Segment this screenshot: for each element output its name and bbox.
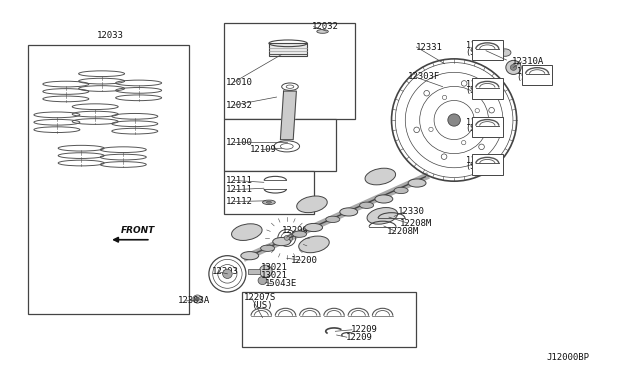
Ellipse shape	[284, 235, 289, 240]
Ellipse shape	[326, 216, 340, 222]
Text: 12200: 12200	[291, 256, 318, 264]
Ellipse shape	[475, 109, 479, 113]
Ellipse shape	[273, 237, 291, 246]
Bar	[224, 119, 336, 171]
Text: 12299: 12299	[282, 226, 308, 235]
Ellipse shape	[506, 60, 521, 74]
Ellipse shape	[461, 81, 467, 86]
Ellipse shape	[241, 251, 259, 260]
Text: 12208M: 12208M	[400, 219, 432, 228]
Ellipse shape	[499, 49, 511, 56]
Ellipse shape	[510, 64, 516, 70]
Text: FRONT: FRONT	[121, 226, 156, 235]
Polygon shape	[280, 91, 296, 140]
Text: 15043E: 15043E	[264, 279, 297, 288]
Text: (STD): (STD)	[516, 73, 541, 82]
Bar	[522, 65, 552, 85]
Ellipse shape	[375, 195, 393, 203]
Text: (STD): (STD)	[466, 124, 491, 134]
Text: 12100: 12100	[225, 138, 252, 147]
Ellipse shape	[442, 95, 447, 100]
Text: 12330: 12330	[398, 208, 425, 217]
Text: 12331: 12331	[416, 42, 443, 51]
Text: 12310A: 12310A	[511, 57, 544, 66]
Ellipse shape	[479, 144, 484, 150]
Text: 12032: 12032	[312, 22, 339, 31]
Text: 12010: 12010	[225, 78, 252, 87]
Ellipse shape	[340, 208, 358, 216]
Text: 12207: 12207	[466, 80, 491, 89]
Text: 12111: 12111	[225, 185, 252, 194]
Text: 12209: 12209	[346, 333, 372, 342]
Text: 12209: 12209	[351, 325, 378, 334]
Ellipse shape	[441, 154, 447, 160]
Ellipse shape	[489, 108, 495, 113]
Ellipse shape	[448, 114, 460, 126]
Text: 12208M: 12208M	[387, 227, 419, 236]
Bar	[472, 154, 502, 175]
Text: 12111: 12111	[225, 176, 252, 185]
Text: 12207S: 12207S	[243, 294, 276, 302]
Bar	[472, 78, 502, 99]
Bar	[269, 43, 307, 56]
Ellipse shape	[223, 269, 232, 279]
Ellipse shape	[195, 297, 199, 301]
Text: 12303A: 12303A	[178, 296, 211, 305]
Bar	[248, 269, 260, 274]
Bar	[224, 171, 314, 214]
Bar	[472, 116, 502, 137]
Text: 12207: 12207	[466, 155, 491, 164]
Ellipse shape	[414, 127, 419, 132]
Ellipse shape	[424, 90, 429, 96]
Text: (STD): (STD)	[466, 86, 491, 95]
Bar	[472, 40, 502, 60]
Text: 12207: 12207	[516, 67, 541, 76]
Text: 12207: 12207	[466, 118, 491, 127]
Text: (STD): (STD)	[466, 162, 491, 171]
Ellipse shape	[299, 236, 329, 253]
Text: 12303: 12303	[211, 267, 238, 276]
Ellipse shape	[232, 224, 262, 240]
Ellipse shape	[365, 168, 396, 185]
Text: 12333: 12333	[478, 46, 505, 55]
Text: J12000BP: J12000BP	[547, 353, 589, 362]
Ellipse shape	[292, 231, 307, 237]
Ellipse shape	[360, 202, 374, 208]
Text: (US): (US)	[251, 301, 273, 310]
Text: 12303F: 12303F	[408, 72, 440, 81]
Ellipse shape	[429, 127, 433, 132]
Text: 12033: 12033	[97, 31, 124, 41]
Bar	[224, 23, 355, 119]
Text: 13021: 13021	[261, 263, 288, 272]
Ellipse shape	[408, 179, 426, 187]
Text: 13021: 13021	[261, 271, 288, 280]
Ellipse shape	[258, 276, 267, 285]
Ellipse shape	[394, 187, 408, 193]
Text: 12032: 12032	[225, 101, 252, 110]
Ellipse shape	[262, 200, 275, 205]
Text: 12207: 12207	[466, 41, 491, 51]
Ellipse shape	[260, 245, 275, 251]
Text: 12109: 12109	[250, 145, 276, 154]
Ellipse shape	[266, 201, 271, 203]
Text: (STD): (STD)	[466, 48, 491, 57]
Ellipse shape	[317, 30, 328, 33]
Bar	[242, 292, 416, 347]
Ellipse shape	[305, 224, 323, 232]
Ellipse shape	[193, 295, 202, 303]
Ellipse shape	[461, 141, 466, 145]
Ellipse shape	[259, 265, 272, 278]
Ellipse shape	[297, 196, 327, 213]
Text: 12112: 12112	[225, 197, 252, 206]
Bar	[28, 45, 189, 314]
Ellipse shape	[367, 208, 397, 224]
